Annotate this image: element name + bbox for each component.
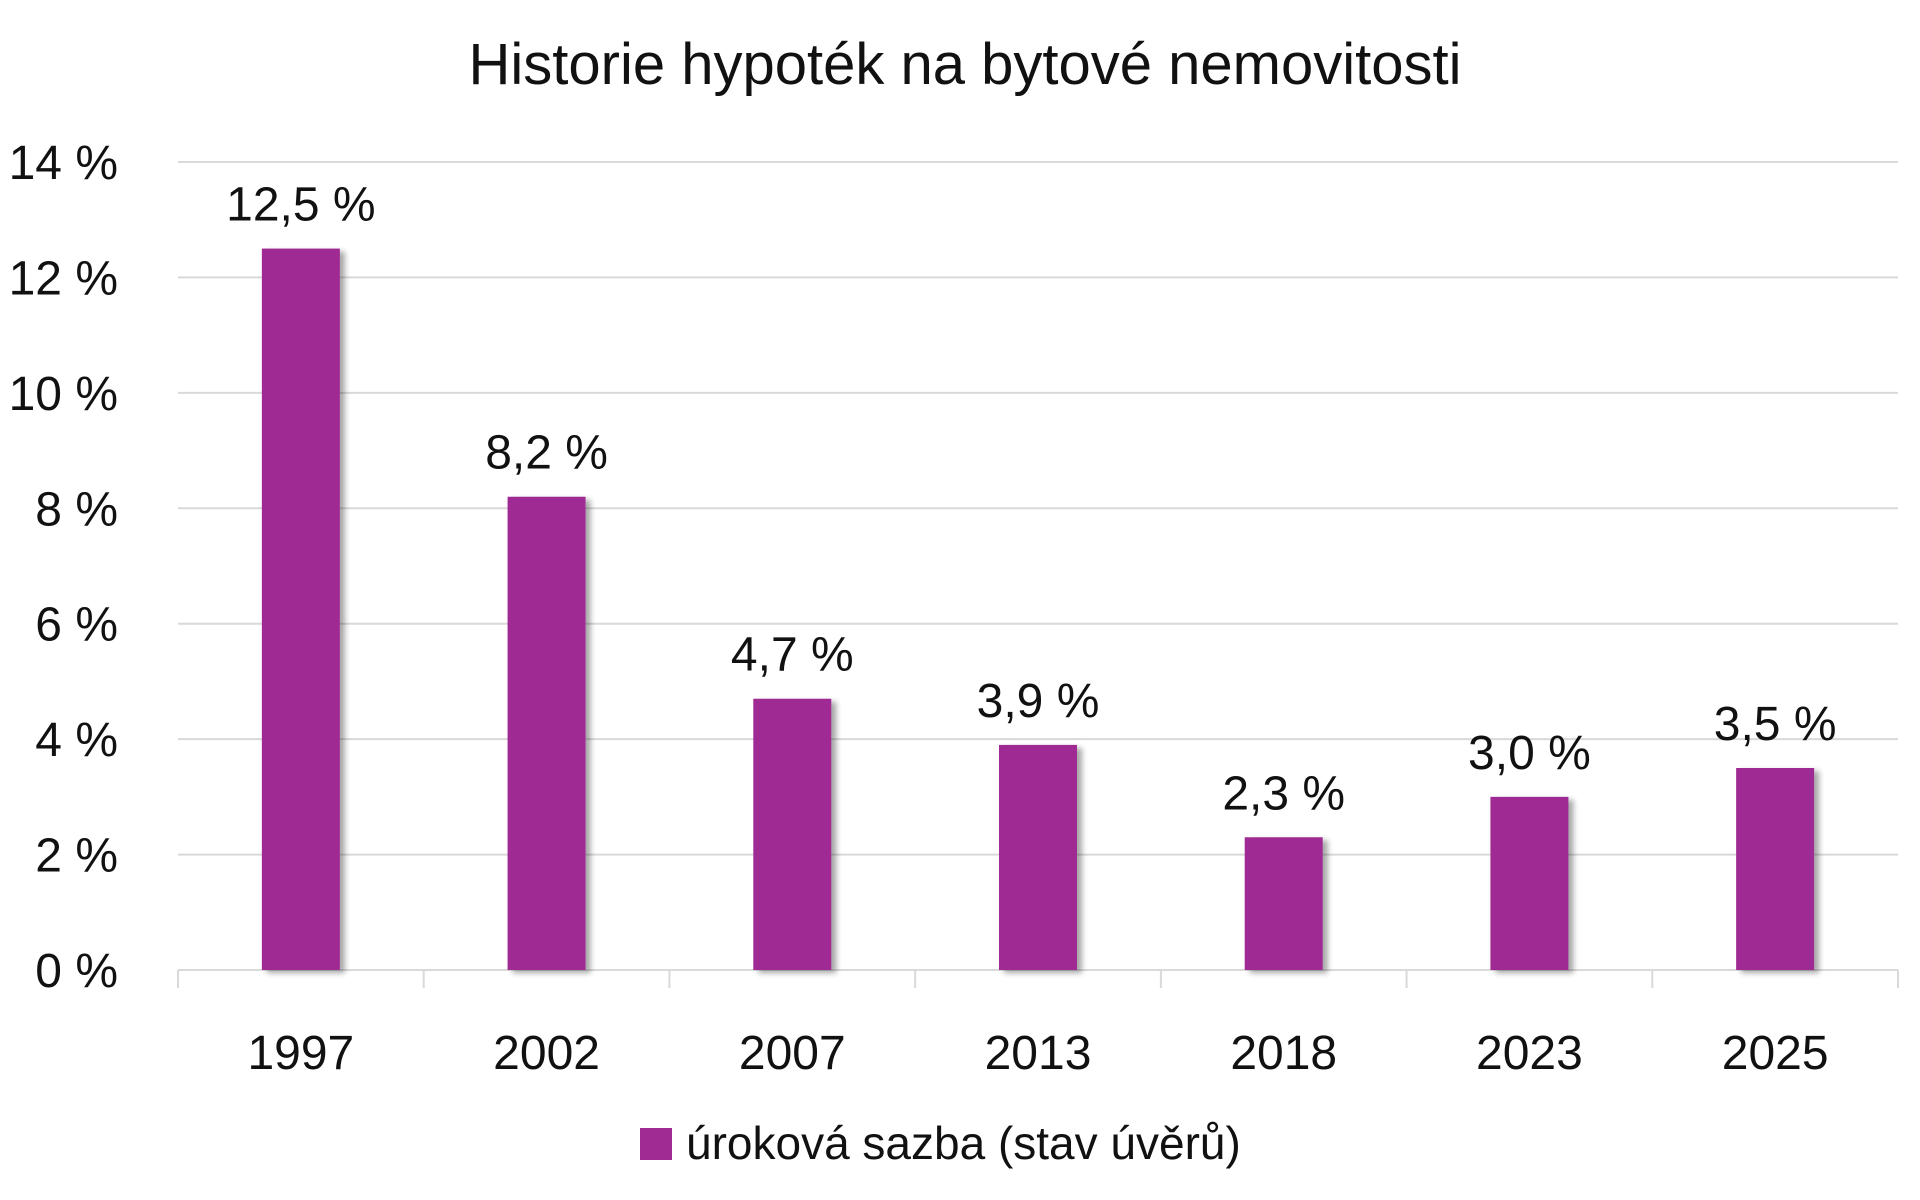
grid-lines: [178, 161, 1898, 856]
bar-2013: [999, 744, 1077, 970]
y-tick-label: 6 %: [35, 599, 118, 652]
chart-title: Historie hypoték na bytové nemovitosti: [469, 32, 1462, 97]
x-tick-label: 2018: [1230, 1027, 1337, 1080]
data-label-1997: 12,5 %: [226, 179, 375, 232]
data-label-2018: 2,3 %: [1222, 767, 1345, 820]
data-labels: 12,5 % 8,2 % 4,7 % 3,9 % 2,3 % 3,0 % 3,5 %: [226, 179, 1836, 821]
x-tick-label: 2002: [493, 1027, 600, 1080]
y-tick-label: 8 %: [35, 483, 118, 536]
bar-1997: [261, 248, 340, 971]
bar-2002: [507, 496, 586, 970]
bar-2025: [1736, 768, 1815, 970]
bar-2023: [1490, 796, 1569, 970]
bars: [261, 248, 1815, 971]
x-tick-label: 2013: [985, 1027, 1092, 1080]
bar-2007: [753, 698, 832, 970]
data-label-2007: 4,7 %: [731, 629, 854, 682]
x-tick-label: 2023: [1476, 1027, 1583, 1080]
x-tick-label: 2007: [739, 1027, 846, 1080]
y-axis-tick-labels: 0 % 2 % 4 % 6 % 8 % 10 % 12 % 14 %: [9, 137, 118, 998]
data-label-2002: 8,2 %: [485, 427, 608, 480]
y-tick-label: 0 %: [35, 945, 118, 998]
y-tick-label: 4 %: [35, 714, 118, 767]
x-axis: [177, 969, 1899, 988]
data-label-2013: 3,9 %: [977, 675, 1100, 728]
bar-2018: [1244, 837, 1323, 970]
y-tick-label: 12 %: [9, 252, 118, 305]
x-axis-tick-labels: 1997 2002 2007 2013 2018 2023 2025: [247, 1027, 1828, 1080]
y-tick-label: 2 %: [35, 830, 118, 883]
x-tick-label: 2025: [1722, 1027, 1829, 1080]
legend-label: úroková sazba (stav úvěrů): [686, 1117, 1241, 1169]
y-tick-label: 10 %: [9, 368, 118, 421]
legend: úroková sazba (stav úvěrů): [640, 1117, 1241, 1169]
data-label-2025: 3,5 %: [1714, 698, 1837, 751]
x-tick-label: 1997: [247, 1027, 354, 1080]
data-label-2023: 3,0 %: [1468, 727, 1591, 780]
legend-swatch: [640, 1128, 672, 1160]
y-tick-label: 14 %: [9, 137, 118, 190]
